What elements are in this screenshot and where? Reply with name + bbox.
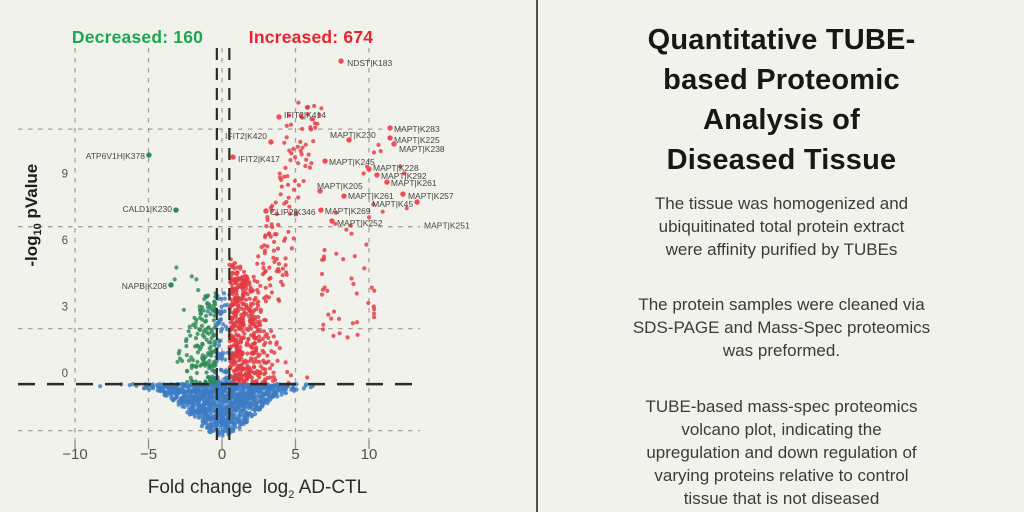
protein-label: MAPT|K225 [394, 135, 440, 145]
labeled-data-point [318, 207, 324, 213]
y-tick-label: 9 [62, 168, 68, 180]
protein-label: CALD1|K230 [123, 204, 173, 214]
labeled-data-point [263, 208, 269, 214]
labeled-data-point [387, 135, 393, 141]
labeled-data-point [168, 282, 174, 288]
labeled-data-point [338, 58, 344, 64]
increased-points [227, 100, 409, 386]
protein-label: NAPB|K208 [122, 281, 167, 291]
labeled-data-point [276, 114, 282, 120]
labeled-data-point [230, 154, 236, 160]
labeled-data-point [387, 125, 393, 131]
x-axis-label-subscript: 2 [288, 488, 295, 501]
volcano-plot-panel: NDST|K183 IFIT2|K414 IFIT2|K420 MAPT|K230 MA… [18, 27, 470, 501]
x-axis-label-prefix: Fold change log [147, 477, 289, 498]
labeled-data-point [414, 199, 420, 205]
protein-label: MAPT|K283 [394, 124, 440, 134]
protein-label: MAPT|K269 [325, 206, 371, 216]
x-tick-label: −10 [62, 446, 87, 463]
x-tick-label: 5 [291, 446, 299, 463]
y-tick-labels: 0 3 6 9 [62, 168, 68, 380]
protein-label: ATP6V1H|K378 [86, 151, 145, 161]
protein-label: MAPT|K238 [399, 144, 445, 154]
threshold-lines [18, 48, 420, 441]
labeled-data-point [374, 172, 380, 178]
y-tick-label: 0 [62, 368, 68, 380]
nonsignificant-points [98, 291, 315, 438]
decreased-count-label: Decreased: 160 [71, 27, 204, 47]
labeled-data-point [400, 191, 406, 197]
labeled-data-point [329, 218, 335, 224]
page-title: Quantitative TUBE- based Proteomic Analy… [647, 24, 916, 176]
y-tick-label: 3 [62, 301, 68, 313]
y-axis-label-suffix: pValue [21, 163, 41, 224]
protein-label: IFIT2|K420 [225, 131, 267, 141]
protein-label: MAPT|K245 [329, 157, 375, 167]
protein-label: MAPT|K251 [424, 220, 470, 230]
increased-count-label: Increased: 674 [248, 27, 374, 47]
y-axis-label: -log10 pValue [22, 145, 44, 285]
protein-label: IFIT2|K414 [284, 110, 326, 120]
labeled-data-point [173, 207, 179, 213]
description-panel: Quantitative TUBE- based Proteomic Analy… [539, 0, 1024, 512]
labeled-points: NDST|K183 IFIT2|K414 IFIT2|K420 MAPT|K230 MA… [86, 58, 470, 291]
labeled-data-point [317, 188, 323, 194]
y-tick-label: 6 [62, 235, 68, 247]
protein-label: MAPT|K261 [348, 191, 394, 201]
description-paragraph-3: TUBE-based mass-spec proteomics volcano … [645, 397, 918, 508]
protein-label: MAPT|K205 [317, 181, 363, 191]
x-axis-label: Fold change log2 AD-CTL [120, 477, 395, 501]
labeled-data-point [366, 166, 372, 172]
protein-label: CLIP2|K346 [270, 207, 316, 217]
protein-label: MAPT|K261 [391, 178, 437, 188]
labeled-data-point [346, 137, 352, 143]
labeled-data-point [322, 158, 328, 164]
x-tick-labels: −10 −5 0 5 10 [62, 446, 377, 463]
description-paragraph-1: The tissue was homogenized and ubiquitin… [654, 194, 909, 259]
labeled-data-point [384, 179, 390, 185]
decreased-points [172, 265, 218, 386]
x-tick-label: 10 [361, 446, 378, 463]
x-tick-label: −5 [140, 446, 157, 463]
y-axis-label-subscript: 10 [32, 223, 45, 236]
protein-label: MAPT|K252 [337, 218, 383, 228]
labeled-data-point [391, 141, 397, 147]
y-axis-label-prefix: -log [21, 235, 41, 267]
labeled-data-point [268, 139, 274, 145]
protein-label: MAPT|K45 [372, 199, 413, 209]
panel-divider [536, 0, 538, 512]
protein-label: IFIT2|K417 [238, 154, 280, 164]
protein-label: MAPT|K228 [373, 163, 419, 173]
protein-label: MAPT|K230 [330, 130, 376, 140]
x-tick-marks [74, 441, 370, 449]
description-paragraph-2: The protein samples were cleaned via SDS… [632, 295, 931, 360]
x-tick-label: 0 [218, 446, 226, 463]
protein-label: NDST|K183 [347, 58, 392, 68]
x-axis-label-suffix: AD-CTL [294, 477, 368, 498]
labeled-data-point [341, 193, 347, 199]
protein-label: MAPT|K292 [381, 171, 427, 181]
protein-label: MAPT|K257 [408, 191, 454, 201]
labeled-data-point [146, 152, 152, 158]
volcano-plot: NDST|K183 IFIT2|K414 IFIT2|K420 MAPT|K230 MA… [18, 48, 470, 463]
